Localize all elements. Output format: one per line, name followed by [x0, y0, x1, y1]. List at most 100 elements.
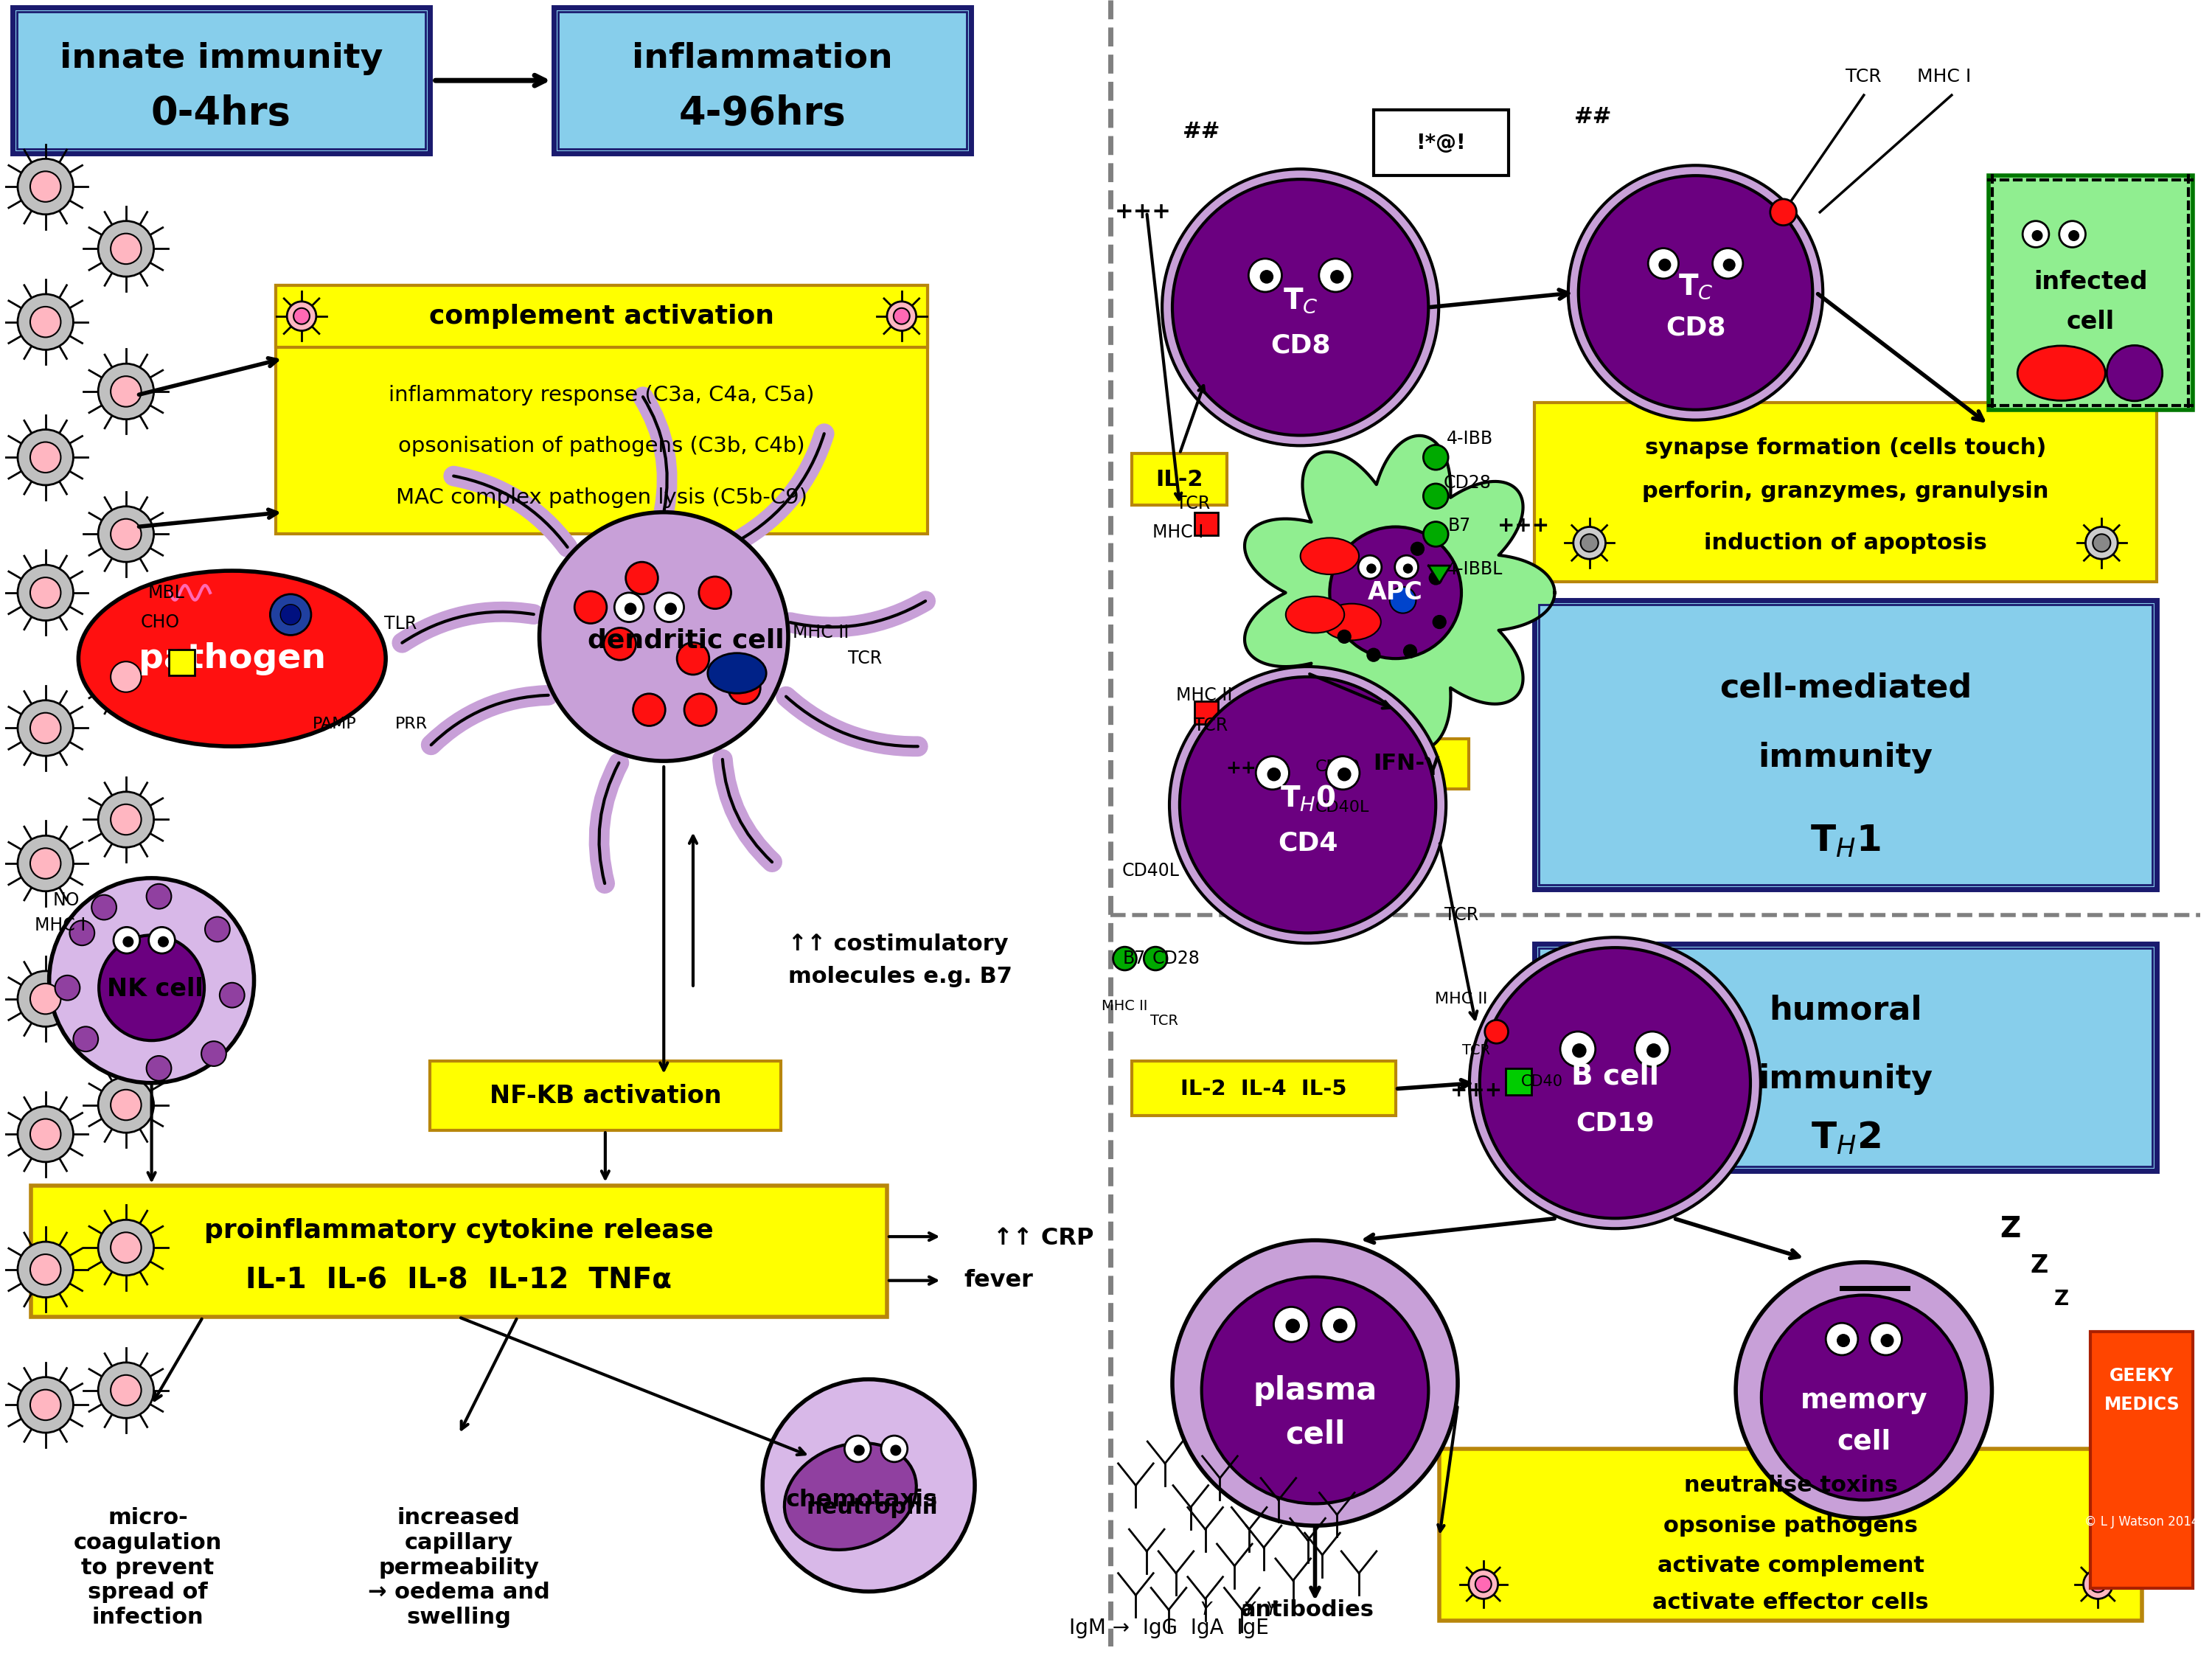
- Circle shape: [633, 693, 666, 727]
- Circle shape: [148, 927, 175, 954]
- Circle shape: [763, 1379, 975, 1591]
- Circle shape: [49, 878, 254, 1083]
- Bar: [2090, 1332, 2192, 1588]
- Circle shape: [73, 1027, 97, 1052]
- Bar: [31, 1186, 887, 1317]
- Circle shape: [18, 566, 73, 620]
- Ellipse shape: [2017, 345, 2106, 400]
- Text: plasma: plasma: [1252, 1375, 1378, 1405]
- Ellipse shape: [1285, 596, 1345, 634]
- Text: MAC complex pathogen lysis (C5b-C9): MAC complex pathogen lysis (C5b-C9): [396, 488, 807, 508]
- Text: !*@!: !*@!: [1416, 133, 1467, 153]
- Bar: [1133, 453, 1228, 504]
- Circle shape: [18, 971, 73, 1027]
- Circle shape: [2068, 231, 2079, 241]
- Text: +++: +++: [1225, 760, 1272, 776]
- Bar: [18, 12, 425, 149]
- Circle shape: [1144, 947, 1168, 971]
- Text: MHC I: MHC I: [1152, 524, 1203, 541]
- Circle shape: [1327, 757, 1360, 790]
- Circle shape: [18, 1107, 73, 1161]
- Circle shape: [111, 377, 142, 406]
- Text: Y: Y: [1199, 1601, 1210, 1619]
- Text: memory: memory: [1801, 1389, 1927, 1415]
- Circle shape: [18, 1377, 73, 1433]
- Circle shape: [1321, 1307, 1356, 1342]
- Circle shape: [1484, 1020, 1509, 1044]
- Text: NK cell: NK cell: [106, 977, 204, 1002]
- Text: T$_C$: T$_C$: [1283, 287, 1318, 315]
- Circle shape: [1256, 757, 1290, 790]
- Bar: [1194, 513, 1219, 536]
- Text: CD40: CD40: [1522, 1073, 1564, 1088]
- Circle shape: [18, 159, 73, 214]
- Circle shape: [615, 592, 644, 622]
- Text: cell: cell: [1285, 1418, 1345, 1450]
- Circle shape: [854, 1445, 865, 1455]
- Text: complement activation: complement activation: [429, 304, 774, 328]
- Text: T$_H$2: T$_H$2: [1812, 1120, 1880, 1156]
- Text: micro-
coagulation
to prevent
spread of
infection: micro- coagulation to prevent spread of …: [73, 1508, 221, 1627]
- Text: TCR: TCR: [1177, 494, 1210, 513]
- Circle shape: [2084, 1569, 2112, 1599]
- Bar: [429, 1062, 781, 1130]
- Text: 4-IBBL: 4-IBBL: [1447, 561, 1504, 577]
- Text: immunity: immunity: [1759, 742, 1933, 773]
- Text: GEEKY: GEEKY: [2110, 1367, 2174, 1385]
- Circle shape: [159, 937, 168, 947]
- Circle shape: [31, 1254, 60, 1284]
- Circle shape: [1869, 1322, 1902, 1355]
- Text: CD40L: CD40L: [1316, 800, 1369, 815]
- Bar: [1374, 109, 1509, 176]
- Circle shape: [18, 700, 73, 757]
- Circle shape: [1172, 1241, 1458, 1526]
- Circle shape: [891, 1445, 900, 1455]
- Text: CD19: CD19: [1575, 1112, 1655, 1136]
- Circle shape: [1358, 556, 1382, 579]
- Circle shape: [699, 577, 732, 609]
- Circle shape: [1712, 249, 1743, 279]
- Circle shape: [146, 1055, 170, 1080]
- Circle shape: [1469, 937, 1761, 1229]
- Circle shape: [97, 1362, 155, 1418]
- Circle shape: [1411, 542, 1425, 556]
- Circle shape: [2090, 1576, 2106, 1593]
- Circle shape: [100, 936, 204, 1040]
- Text: immunity: immunity: [1759, 1063, 1933, 1095]
- Text: T$_H$1: T$_H$1: [1809, 825, 1880, 859]
- Circle shape: [1405, 645, 1416, 659]
- Text: TCR: TCR: [1444, 906, 1478, 924]
- Circle shape: [124, 937, 133, 947]
- Circle shape: [1267, 768, 1281, 781]
- Circle shape: [31, 1118, 60, 1150]
- Circle shape: [1723, 259, 1734, 270]
- Circle shape: [206, 917, 230, 942]
- Circle shape: [1736, 1262, 1991, 1518]
- Circle shape: [288, 302, 316, 330]
- Circle shape: [97, 649, 155, 705]
- Text: TLR: TLR: [385, 614, 416, 632]
- Circle shape: [1285, 1319, 1298, 1332]
- Circle shape: [111, 1375, 142, 1405]
- Text: ##: ##: [1183, 121, 1221, 143]
- Circle shape: [575, 591, 606, 624]
- Text: TCR: TCR: [1150, 1014, 1179, 1029]
- Bar: [1535, 601, 2157, 889]
- Circle shape: [270, 594, 312, 635]
- Circle shape: [31, 984, 60, 1014]
- Bar: [557, 12, 967, 149]
- Circle shape: [201, 1042, 226, 1067]
- Text: Z: Z: [2000, 1216, 2020, 1243]
- Circle shape: [887, 302, 916, 330]
- Text: increased
capillary
permeability
→ oedema and
swelling: increased capillary permeability → oedem…: [367, 1508, 551, 1627]
- Circle shape: [1573, 1044, 1586, 1057]
- Circle shape: [2033, 231, 2042, 241]
- Circle shape: [1172, 179, 1429, 435]
- Text: IL-1  IL-6  IL-8  IL-12  TNFα: IL-1 IL-6 IL-8 IL-12 TNFα: [246, 1266, 672, 1294]
- Text: TCR: TCR: [1194, 717, 1228, 735]
- Circle shape: [626, 604, 637, 614]
- Ellipse shape: [785, 1443, 916, 1550]
- Text: neutrophil: neutrophil: [807, 1496, 938, 1518]
- Circle shape: [1161, 169, 1438, 446]
- Text: perforin, granzymes, granulysin: perforin, granzymes, granulysin: [1641, 481, 2048, 503]
